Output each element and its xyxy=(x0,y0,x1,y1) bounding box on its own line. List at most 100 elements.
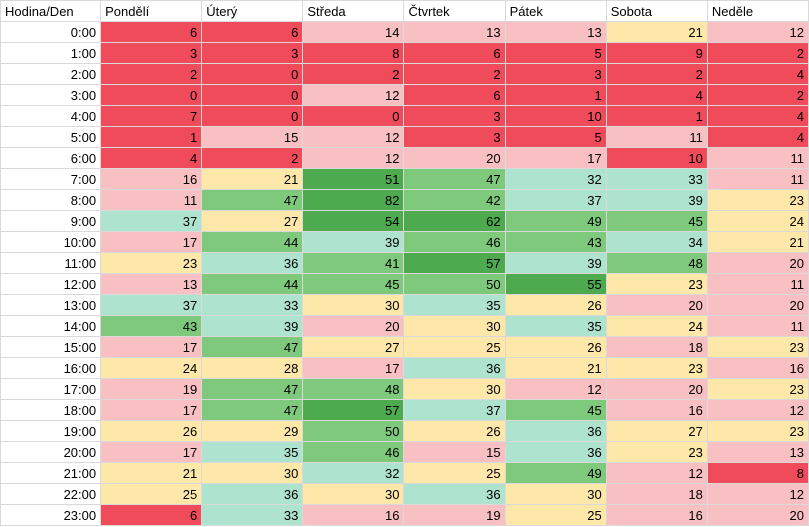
value-cell[interactable]: 24 xyxy=(706,210,809,232)
value-cell[interactable]: 17 xyxy=(100,399,203,421)
value-cell[interactable]: 18 xyxy=(605,336,708,358)
day-header-cell[interactable]: Čtvrtek xyxy=(403,0,506,22)
hour-cell[interactable]: 19:00 xyxy=(0,420,102,442)
value-cell[interactable]: 20 xyxy=(605,378,708,400)
value-cell[interactable]: 13 xyxy=(403,21,506,43)
hour-cell[interactable]: 0:00 xyxy=(0,21,102,43)
value-cell[interactable]: 12 xyxy=(605,462,708,484)
value-cell[interactable]: 12 xyxy=(706,483,809,505)
value-cell[interactable]: 15 xyxy=(201,126,304,148)
value-cell[interactable]: 43 xyxy=(100,315,203,337)
value-cell[interactable]: 35 xyxy=(504,315,607,337)
value-cell[interactable]: 12 xyxy=(302,147,405,169)
value-cell[interactable]: 12 xyxy=(302,84,405,106)
value-cell[interactable]: 36 xyxy=(403,357,506,379)
value-cell[interactable]: 37 xyxy=(403,399,506,421)
value-cell[interactable]: 44 xyxy=(201,273,304,295)
value-cell[interactable]: 32 xyxy=(302,462,405,484)
value-cell[interactable]: 18 xyxy=(605,483,708,505)
value-cell[interactable]: 3 xyxy=(201,42,304,64)
hour-cell[interactable]: 18:00 xyxy=(0,399,102,421)
hour-cell[interactable]: 1:00 xyxy=(0,42,102,64)
value-cell[interactable]: 26 xyxy=(403,420,506,442)
value-cell[interactable]: 16 xyxy=(706,357,809,379)
day-header-cell[interactable]: Úterý xyxy=(201,0,304,22)
value-cell[interactable]: 1 xyxy=(504,84,607,106)
value-cell[interactable]: 13 xyxy=(706,441,809,463)
value-cell[interactable]: 1 xyxy=(605,105,708,127)
hour-cell[interactable]: 20:00 xyxy=(0,441,102,463)
value-cell[interactable]: 50 xyxy=(302,420,405,442)
value-cell[interactable]: 6 xyxy=(201,21,304,43)
value-cell[interactable]: 46 xyxy=(302,441,405,463)
value-cell[interactable]: 47 xyxy=(403,168,506,190)
value-cell[interactable]: 13 xyxy=(504,21,607,43)
value-cell[interactable]: 17 xyxy=(100,441,203,463)
value-cell[interactable]: 16 xyxy=(605,504,708,526)
value-cell[interactable]: 16 xyxy=(605,399,708,421)
value-cell[interactable]: 47 xyxy=(201,399,304,421)
corner-header-cell[interactable]: Hodina/Den xyxy=(0,0,102,22)
value-cell[interactable]: 8 xyxy=(706,462,809,484)
value-cell[interactable]: 7 xyxy=(100,105,203,127)
hour-cell[interactable]: 6:00 xyxy=(0,147,102,169)
value-cell[interactable]: 4 xyxy=(100,147,203,169)
value-cell[interactable]: 46 xyxy=(403,231,506,253)
value-cell[interactable]: 36 xyxy=(504,420,607,442)
value-cell[interactable]: 50 xyxy=(403,273,506,295)
value-cell[interactable]: 11 xyxy=(706,315,809,337)
value-cell[interactable]: 35 xyxy=(403,294,506,316)
value-cell[interactable]: 11 xyxy=(706,168,809,190)
value-cell[interactable]: 37 xyxy=(504,189,607,211)
value-cell[interactable]: 8 xyxy=(302,42,405,64)
hour-cell[interactable]: 14:00 xyxy=(0,315,102,337)
value-cell[interactable]: 30 xyxy=(403,378,506,400)
value-cell[interactable]: 26 xyxy=(504,294,607,316)
day-header-cell[interactable]: Pondělí xyxy=(100,0,203,22)
value-cell[interactable]: 36 xyxy=(504,441,607,463)
value-cell[interactable]: 10 xyxy=(504,105,607,127)
value-cell[interactable]: 2 xyxy=(706,84,809,106)
value-cell[interactable]: 45 xyxy=(605,210,708,232)
value-cell[interactable]: 4 xyxy=(706,63,809,85)
value-cell[interactable]: 33 xyxy=(201,294,304,316)
value-cell[interactable]: 11 xyxy=(706,273,809,295)
value-cell[interactable]: 21 xyxy=(504,357,607,379)
value-cell[interactable]: 48 xyxy=(605,252,708,274)
value-cell[interactable]: 32 xyxy=(504,168,607,190)
value-cell[interactable]: 33 xyxy=(605,168,708,190)
value-cell[interactable]: 29 xyxy=(201,420,304,442)
hour-cell[interactable]: 8:00 xyxy=(0,189,102,211)
hour-cell[interactable]: 11:00 xyxy=(0,252,102,274)
value-cell[interactable]: 25 xyxy=(403,336,506,358)
value-cell[interactable]: 24 xyxy=(605,315,708,337)
value-cell[interactable]: 15 xyxy=(403,441,506,463)
value-cell[interactable]: 4 xyxy=(706,126,809,148)
value-cell[interactable]: 82 xyxy=(302,189,405,211)
value-cell[interactable]: 6 xyxy=(403,42,506,64)
hour-cell[interactable]: 4:00 xyxy=(0,105,102,127)
value-cell[interactable]: 55 xyxy=(504,273,607,295)
value-cell[interactable]: 13 xyxy=(100,273,203,295)
value-cell[interactable]: 39 xyxy=(605,189,708,211)
value-cell[interactable]: 1 xyxy=(100,126,203,148)
value-cell[interactable]: 30 xyxy=(302,483,405,505)
value-cell[interactable]: 23 xyxy=(605,441,708,463)
value-cell[interactable]: 0 xyxy=(201,84,304,106)
value-cell[interactable]: 23 xyxy=(605,357,708,379)
value-cell[interactable]: 39 xyxy=(201,315,304,337)
value-cell[interactable]: 16 xyxy=(100,168,203,190)
value-cell[interactable]: 21 xyxy=(605,21,708,43)
value-cell[interactable]: 25 xyxy=(100,483,203,505)
value-cell[interactable]: 49 xyxy=(504,462,607,484)
value-cell[interactable]: 39 xyxy=(302,231,405,253)
value-cell[interactable]: 26 xyxy=(504,336,607,358)
value-cell[interactable]: 30 xyxy=(302,294,405,316)
hour-cell[interactable]: 15:00 xyxy=(0,336,102,358)
value-cell[interactable]: 20 xyxy=(605,294,708,316)
hour-cell[interactable]: 13:00 xyxy=(0,294,102,316)
value-cell[interactable]: 47 xyxy=(201,336,304,358)
hour-cell[interactable]: 12:00 xyxy=(0,273,102,295)
value-cell[interactable]: 0 xyxy=(302,105,405,127)
value-cell[interactable]: 62 xyxy=(403,210,506,232)
